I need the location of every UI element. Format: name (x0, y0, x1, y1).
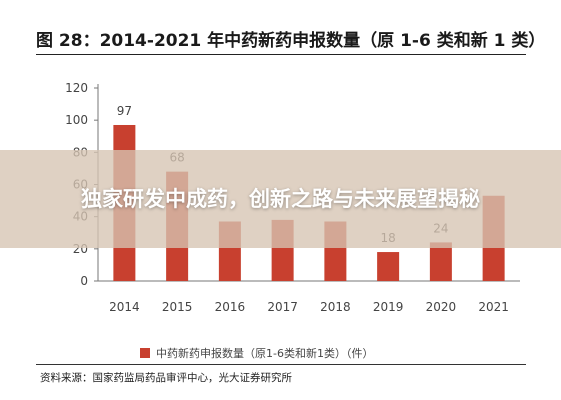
source-divider (36, 364, 526, 365)
y-tick-label: 0 (80, 274, 88, 288)
legend-swatch (140, 348, 150, 358)
x-tick-label: 2017 (267, 300, 298, 314)
y-tick-label: 100 (65, 113, 88, 127)
legend: 中药新药申报数量（原1-6类和新1类）（件） (140, 345, 373, 361)
headline-banner: 独家研发中成药，创新之路与未来展望揭秘 (0, 150, 561, 248)
x-tick-label: 2014 (109, 300, 140, 314)
x-tick-label: 2019 (373, 300, 404, 314)
legend-label: 中药新药申报数量（原1-6类和新1类）（件） (156, 347, 374, 360)
x-tick-label: 2020 (426, 300, 457, 314)
source-note: 资料来源：国家药监局药品审评中心，光大证券研究所 (40, 372, 292, 384)
x-tick-label: 2015 (162, 300, 193, 314)
bar-2020 (429, 242, 452, 281)
headline-text: 独家研发中成药，创新之路与未来展望揭秘 (81, 187, 480, 211)
x-tick-label: 2021 (478, 300, 509, 314)
x-tick-label: 2016 (215, 300, 246, 314)
x-axis: 2014 2015 2016 2017 2018 2019 2020 2021 (98, 280, 520, 314)
data-label-2014: 97 (117, 104, 132, 118)
y-tick-label: 120 (65, 81, 88, 95)
bar-2019 (377, 252, 400, 281)
x-tick-label: 2018 (320, 300, 351, 314)
chart-title: 图 28：2014-2021 年中药新药申报数量（原 1-6 类和新 1 类） (36, 31, 546, 51)
title-divider (36, 54, 526, 55)
